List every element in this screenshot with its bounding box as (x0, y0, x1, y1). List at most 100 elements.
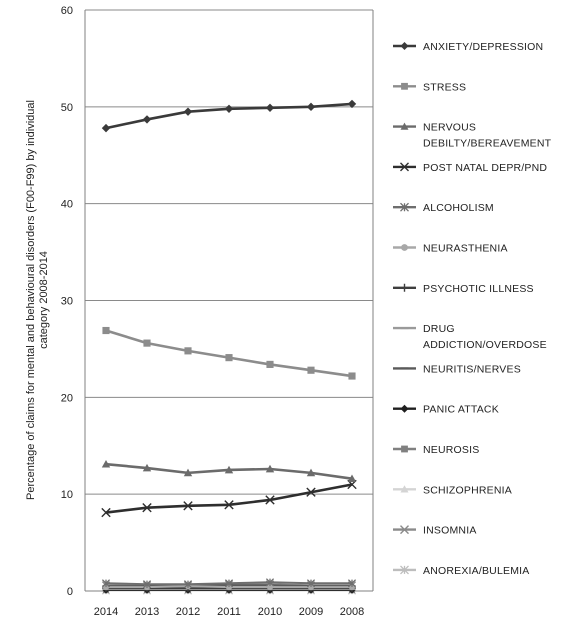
series-anxiety-depression (101, 99, 357, 133)
data-point-diamond (183, 107, 193, 116)
legend-label: NEURITIS/NERVES (423, 363, 521, 375)
data-point-triangle (183, 468, 193, 477)
legend-item: PSYCHOTIC ILLNESS (393, 283, 534, 295)
data-point-square (307, 366, 315, 374)
legend-label: NEURASTHENIA (423, 243, 508, 255)
legend-label: POST NATAL DEPR/PND (423, 162, 547, 174)
legend-label: STRESS (423, 81, 466, 93)
y-tick-label: 50 (61, 102, 73, 114)
legend-label: ALCOHOLISM (423, 202, 494, 214)
data-point-diamond (224, 104, 234, 113)
data-point-star (400, 202, 409, 212)
data-point-star (101, 579, 111, 588)
data-point-triangle (142, 463, 152, 472)
y-tick-label: 30 (61, 296, 73, 308)
x-tick-label: 2010 (258, 606, 282, 618)
legend-label: SCHIZOPHRENIA (423, 484, 512, 496)
legend-item: ANOREXIA/BULEMIA (393, 565, 529, 577)
y-tick-label: 60 (61, 5, 73, 17)
data-point-star (265, 578, 275, 587)
data-point-x (224, 500, 234, 510)
data-point-x (101, 507, 111, 518)
data-point-square (348, 372, 356, 380)
data-point-circle (401, 244, 408, 251)
y-axis-title: Percentage of claims for mental and beha… (25, 100, 50, 500)
legend-item: PANIC ATTACK (393, 404, 499, 416)
data-point-x (400, 525, 409, 535)
legend-item: STRESS (393, 81, 466, 93)
legend-label: ANOREXIA/BULEMIA (423, 565, 529, 577)
data-point-star (224, 579, 234, 588)
data-point-star (142, 580, 152, 589)
data-point-square (143, 339, 151, 347)
data-point-triangle (347, 474, 357, 483)
legend-label: NEUROSIS (423, 444, 479, 456)
legend-item: NERVOUS DEBILTY/BEREAVEMENT (393, 122, 552, 150)
x-tick-label: 2013 (135, 606, 159, 618)
data-point-star (183, 580, 193, 589)
legend-item: ALCOHOLISM (393, 202, 494, 214)
data-point-square (184, 347, 192, 355)
data-point-diamond (400, 42, 409, 50)
data-point-star (347, 579, 357, 588)
data-point-plus (400, 283, 409, 292)
series-post-natal-depr-pnd (101, 479, 357, 518)
series-stress (102, 326, 356, 380)
data-point-x (183, 501, 193, 511)
legend-label: PSYCHOTIC ILLNESS (423, 283, 534, 295)
legend-item: INSOMNIA (393, 525, 477, 537)
x-tick-label: 2014 (94, 606, 118, 618)
legend-label: INSOMNIA (423, 525, 477, 537)
legend-item: SCHIZOPHRENIA (393, 484, 512, 496)
data-point-square (401, 82, 408, 90)
y-axis-title-line-2: category 2008-2014 (38, 251, 50, 349)
data-point-star (306, 579, 316, 588)
y-tick-label: 40 (61, 199, 73, 211)
y-tick-label: 20 (61, 392, 73, 404)
legend-item: NEURASTHENIA (393, 243, 508, 255)
legend-label: ANXIETY/DEPRESSION (423, 41, 543, 53)
data-point-diamond (400, 404, 409, 413)
legend-item: ANXIETY/DEPRESSION (393, 41, 543, 53)
data-point-x (306, 487, 316, 497)
legend-label: PANIC ATTACK (423, 404, 499, 416)
x-tick-labels: 2014 2013 2012 2011 2010 2009 2008 (94, 606, 364, 618)
data-point-triangle (101, 459, 111, 468)
legend-item: POST NATAL DEPR/PND (393, 162, 547, 174)
y-tick-labels: 0 10 20 30 40 50 60 (61, 5, 73, 598)
legend-label: NERVOUS DEBILTY/BEREAVEMENT (423, 122, 552, 150)
series-nervous-debilty-bereavement (101, 459, 357, 483)
data-point-diamond (142, 115, 152, 124)
data-point-circle (266, 584, 274, 591)
legend: ANXIETY/DEPRESSION STRESS NERVOUS DEBILTY/B… (393, 41, 552, 577)
data-point-triangle (265, 464, 275, 473)
data-point-square (401, 445, 408, 453)
series-line (105, 329, 353, 378)
data-point-triangle (224, 465, 234, 474)
y-axis-title-line-1: Percentage of claims for mental and beha… (25, 100, 37, 500)
y-tick-label: 10 (61, 489, 73, 501)
data-point-diamond (306, 102, 316, 112)
legend-item: NEURITIS/NERVES (393, 363, 521, 375)
data-point-diamond (347, 99, 357, 109)
x-tick-label: 2009 (299, 606, 323, 618)
series-lines (101, 99, 357, 595)
series-alcoholism (101, 578, 357, 589)
legend-label: DRUG ADDICTION/OVERDOSE (423, 323, 547, 351)
data-point-diamond (101, 123, 111, 133)
gridlines (85, 9, 373, 495)
y-tick-label: 0 (67, 586, 73, 598)
data-point-square (266, 360, 274, 368)
data-point-diamond (265, 103, 275, 113)
data-point-x (265, 495, 275, 505)
data-point-triangle (400, 485, 409, 493)
data-point-triangle (306, 468, 316, 477)
data-point-x (400, 162, 409, 172)
x-tick-label: 2012 (176, 606, 200, 618)
x-tick-label: 2011 (217, 606, 241, 618)
data-point-square (225, 354, 233, 362)
legend-item: NEUROSIS (393, 444, 479, 456)
data-point-x (142, 503, 152, 513)
data-point-triangle (400, 122, 409, 130)
